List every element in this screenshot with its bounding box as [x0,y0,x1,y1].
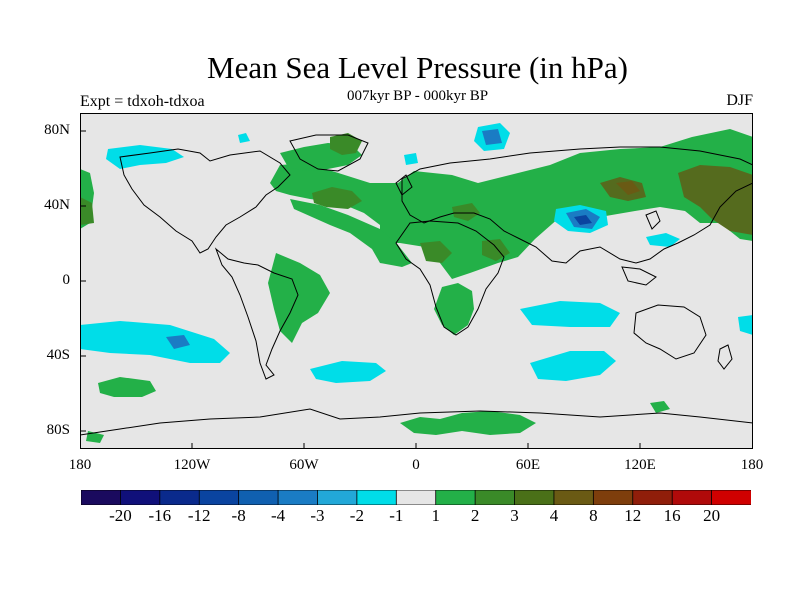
lat-tick-40n: 40N [44,197,70,213]
southern-ocean-positive [650,401,670,413]
colorbar-label: -12 [187,506,211,525]
sahara-strong [420,241,452,263]
south-pacific-negative [80,321,230,363]
colorbar-label: 4 [549,506,559,525]
colorbar-swatch [474,490,516,505]
colorbar-label: -3 [310,506,325,525]
north-atlantic-strong [312,187,362,209]
colorbar-swatch [395,490,437,505]
atlantic-band-positive [290,199,412,267]
lat-tick-80s: 80S [46,422,70,438]
strong-positive-regions [80,133,510,263]
lon-tick-180e: 180 [740,457,764,473]
colorbar-swatch [671,490,713,505]
map-panel [80,113,753,449]
colorbar-label: 3 [510,506,519,525]
kamchatka-olive [678,165,753,235]
colorbar-swatch [356,490,398,505]
south-pacific-positive [98,377,156,397]
japan-coast [645,210,661,230]
greenland-strong [330,133,362,155]
africa-coast [395,220,505,336]
lat-tick-40s: 40S [46,347,70,363]
map-svg [80,113,753,449]
lon-tick-0: 0 [412,457,420,473]
colorbar-label: -2 [349,506,364,525]
colorbar-label: -4 [270,506,286,525]
lon-tick-180w: 180 [68,457,92,473]
colorbar-label: -1 [389,506,404,525]
new-zealand-coast [717,344,733,370]
colorbar-label: 2 [470,506,480,525]
colorbar-swatch [238,490,279,505]
tick-marks [80,130,641,449]
north-america-coast [119,148,291,254]
antarctic-positive [400,411,536,435]
east-edge-negative [738,315,753,335]
britain-coast [395,174,413,196]
colorbar-label: 1 [431,506,440,525]
colorbar-label: 16 [663,506,681,525]
pacific-strong-negative [166,335,190,349]
colorbar-swatch [711,490,751,505]
lat-tick-80n: 80N [44,122,70,138]
indian-ocean-negative [520,301,620,327]
pacific-edge-strong [80,197,94,225]
lon-tick-60e: 60E [515,457,541,473]
chart-title: Mean Sea Level Pressure (in hPa) [207,50,628,85]
colorbar-label: 8 [589,506,598,525]
lon-tick-120w: 120W [173,457,211,473]
colorbar-swatch [277,490,319,505]
colorbar-swatch [553,490,595,505]
eurasia-coast [401,146,753,264]
indonesia-coast [621,266,657,286]
colorbar-swatch [435,490,477,505]
brown-regions [616,181,640,195]
colorbar-swatch [81,490,122,505]
lat-tick-0: 0 [62,272,71,288]
southern-indian-negative [530,351,616,381]
colorbar-swatch [592,490,634,505]
colorbar [81,490,751,505]
europe-strong [452,203,480,221]
west-pacific-negative [646,233,680,247]
colorbar-label: -8 [231,506,246,525]
colorbar-swatch [198,490,240,505]
antarctic-small-positive [86,431,104,443]
lon-tick-120e: 120E [624,457,656,473]
colorbar-swatch [120,490,161,505]
colorbar-swatch [632,490,674,505]
experiment-label: Expt = tdxoh-tdxoa [80,93,205,110]
greenland-coast [289,134,369,172]
chart-subtitle: 007kyr BP - 000kyr BP [346,88,489,104]
strongest-negative-regions [574,215,592,225]
colorbar-label: -20 [109,506,132,525]
tibet-core-negative [574,215,592,225]
colorbar-swatch [317,490,358,505]
colorbar-label: -16 [148,506,172,525]
arctic-strong-negative [482,129,502,145]
arctic-small-negative [238,133,250,143]
south-america-positive [268,253,330,343]
lon-tick-60w: 60W [289,457,319,473]
negative-anomaly-regions [80,123,753,383]
coastlines [80,134,753,436]
norway-negative [404,153,418,165]
southern-africa-positive [434,283,474,335]
south-america-coast [214,247,299,380]
south-atlantic-negative [310,361,386,383]
antarctica-coast [80,408,753,436]
colorbar-swatch [514,490,555,505]
colorbar-label: 20 [703,506,721,525]
season-label: DJF [726,92,753,109]
australia-coast [633,304,707,360]
colorbar-swatch [159,490,201,505]
colorbar-label: 12 [624,506,642,525]
siberia-brown [616,181,640,195]
